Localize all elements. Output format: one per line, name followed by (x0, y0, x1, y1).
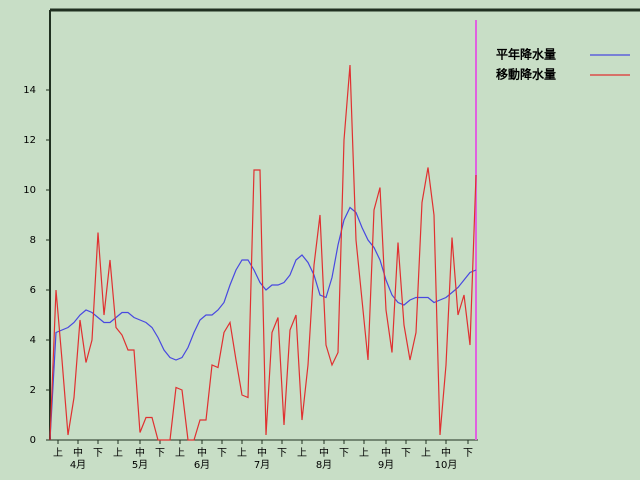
x-tick-label: 上 (359, 447, 369, 459)
month-label: 10月 (435, 459, 458, 471)
x-tick-label: 上 (297, 447, 307, 459)
x-tick-label: 中 (381, 446, 391, 459)
y-tick-label: 4 (30, 335, 36, 346)
y-tick-label: 10 (23, 185, 36, 196)
x-tick-label: 上 (113, 447, 123, 459)
x-tick-label: 上 (53, 447, 63, 459)
x-tick-label: 下 (277, 448, 287, 459)
x-tick-label: 上 (421, 447, 431, 459)
x-tick-label: 上 (175, 447, 185, 459)
month-label: 8月 (316, 459, 332, 471)
legend-label: 移動降水量 (496, 67, 556, 82)
series-line (49, 64, 477, 441)
x-tick-label: 中 (197, 446, 207, 459)
month-label: 9月 (378, 459, 394, 471)
month-label: 4月 (70, 459, 86, 471)
x-tick-label: 下 (463, 448, 473, 459)
y-tick-label: 12 (23, 135, 36, 146)
x-tick-label: 下 (93, 448, 103, 459)
x-tick-label: 中 (73, 446, 83, 459)
month-label: 6月 (194, 459, 210, 471)
x-tick-label: 中 (257, 446, 267, 459)
x-tick-label: 中 (319, 446, 329, 459)
x-tick-label: 中 (135, 446, 145, 459)
y-tick-label: 14 (23, 85, 36, 96)
x-tick-label: 中 (441, 446, 451, 459)
x-tick-label: 上 (237, 447, 247, 459)
x-tick-label: 下 (155, 448, 165, 459)
month-label: 5月 (132, 459, 148, 471)
x-tick-label: 下 (401, 448, 411, 459)
y-tick-label: 6 (30, 285, 36, 296)
y-tick-label: 2 (30, 385, 36, 396)
legend-label: 平年降水量 (496, 47, 556, 62)
y-tick-label: 8 (30, 235, 36, 246)
x-tick-label: 下 (217, 448, 227, 459)
x-tick-label: 下 (339, 448, 349, 459)
y-tick-label: 0 (30, 435, 36, 446)
month-label: 7月 (254, 459, 270, 471)
